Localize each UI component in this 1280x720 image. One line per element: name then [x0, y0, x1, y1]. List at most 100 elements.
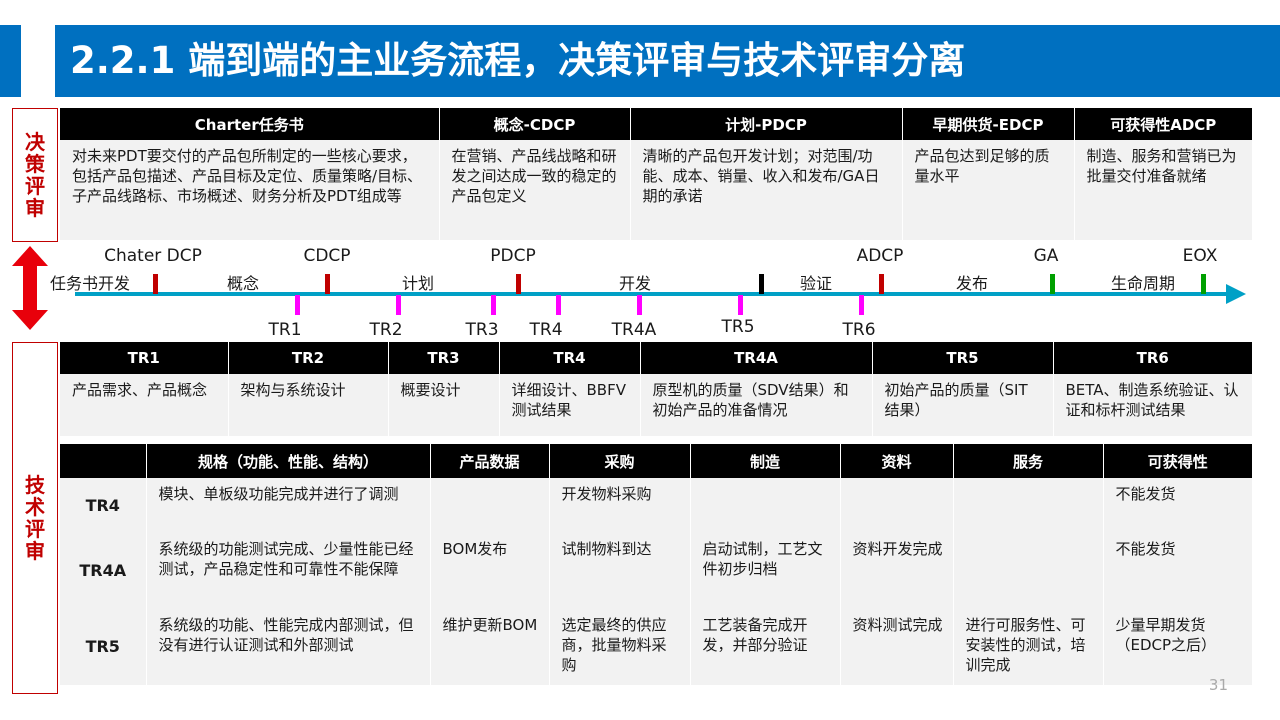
cell: 试制物料到达: [549, 533, 691, 609]
header-service: 服务: [953, 444, 1104, 478]
cell: 启动试制，工艺文件初步归档: [690, 533, 841, 609]
tr6-marker: [859, 295, 864, 315]
tr1-label: TR1: [268, 320, 302, 340]
cell-tr4: 详细设计、BBFV测试结果: [499, 374, 641, 436]
double-arrow-icon: [12, 246, 48, 330]
detail-table-header: 规格（功能、性能、结构） 产品数据 采购 制造 资料 服务 可获得性: [60, 444, 1252, 478]
cell: 工艺装备完成开发，并部分验证: [690, 609, 841, 685]
tr-table: TR1 TR2 TR3 TR4 TR4A TR5 TR6 产品需求、产品概念 架…: [60, 342, 1252, 436]
header-tr6: TR6: [1053, 342, 1252, 374]
detail-row-tr4a: TR4A 系统级的功能测试完成、少量性能已经测试，产品稳定性和可靠性不能保障 B…: [60, 533, 1252, 609]
ga-marker: [1050, 274, 1055, 294]
tr5-marker: [738, 295, 743, 315]
phase-release: 发布: [955, 274, 989, 293]
cell: 模块、单板级功能完成并进行了调测: [146, 478, 431, 533]
header-tr2: TR2: [228, 342, 389, 374]
milestone-cdcp: CDCP: [303, 246, 351, 266]
cell: 资料开发完成: [840, 533, 954, 609]
cell-pdcp: 清晰的产品包开发计划；对范围/功能、成本、销量、收入和发布/GA日期的承诺: [630, 140, 903, 240]
phase-plan: 计划: [401, 274, 435, 293]
cell: [840, 478, 954, 533]
header-cdcp: 概念-CDCP: [439, 108, 631, 140]
edcp-marker: [759, 274, 764, 294]
header-blank: [60, 444, 147, 478]
cell: 少量早期发货（EDCP之后）: [1103, 609, 1252, 685]
cell-cdcp: 在营销、产品线战略和研发之间达成一致的稳定的产品包定义: [439, 140, 631, 240]
row-label-tr4a: TR4A: [60, 533, 147, 609]
pdcp-marker: [516, 274, 521, 294]
header-tr4a: TR4A: [640, 342, 873, 374]
cell: 维护更新BOM: [430, 609, 550, 685]
title-bar: [55, 25, 1280, 97]
header-charter: Charter任务书: [60, 108, 440, 140]
decision-table: Charter任务书 概念-CDCP 计划-PDCP 早期供货-EDCP 可获得…: [60, 108, 1252, 240]
cell: [953, 533, 1104, 609]
phase-verify: 验证: [799, 274, 833, 293]
page-number: 31: [1208, 676, 1228, 694]
tr-table-row: 产品需求、产品概念 架构与系统设计 概要设计 详细设计、BBFV测试结果 原型机…: [60, 374, 1252, 436]
cell: 开发物料采购: [549, 478, 691, 533]
cell: 不能发货: [1103, 533, 1252, 609]
header-tr5: TR5: [872, 342, 1054, 374]
milestone-adcp: ADCP: [856, 246, 904, 266]
cell: [430, 478, 550, 533]
charter-dcp-marker: [153, 274, 158, 294]
cell: 选定最终的供应商，批量物料采购: [549, 609, 691, 685]
header-tr4: TR4: [499, 342, 641, 374]
header-tr1: TR1: [60, 342, 229, 374]
tech-review-label-box: 技术评审: [12, 342, 58, 694]
header-tr3: TR3: [388, 342, 500, 374]
phase-charter-development: 任务书开发: [49, 274, 131, 293]
milestone-eox: EOX: [1182, 246, 1218, 266]
milestone-pdcp: PDCP: [490, 246, 536, 266]
cdcp-marker: [325, 274, 330, 294]
row-label-tr4: TR4: [60, 478, 147, 533]
cell: 系统级的功能测试完成、少量性能已经测试，产品稳定性和可靠性不能保障: [146, 533, 431, 609]
tr2-marker: [396, 295, 401, 315]
tr6-label: TR6: [842, 320, 876, 340]
eox-marker: [1201, 274, 1206, 294]
row-label-tr5: TR5: [60, 609, 147, 685]
tr1-marker: [295, 295, 300, 315]
header-pdcp: 计划-PDCP: [630, 108, 903, 140]
decision-review-label-box: 决策评审: [12, 108, 58, 242]
cell-tr2: 架构与系统设计: [228, 374, 389, 436]
milestone-ga: GA: [1033, 246, 1059, 266]
tr2-label: TR2: [369, 320, 403, 340]
cell: 进行可服务性、可安装性的测试，培训完成: [953, 609, 1104, 685]
tr5-label: TR5: [721, 317, 755, 337]
header-procurement: 采购: [549, 444, 691, 478]
timeline-arrowhead-icon: [1226, 284, 1246, 304]
header-documentation: 资料: [840, 444, 954, 478]
cell-tr3: 概要设计: [388, 374, 500, 436]
header-availability: 可获得性: [1103, 444, 1252, 478]
cell: 系统级的功能、性能完成内部测试，但没有进行认证测试和外部测试: [146, 609, 431, 685]
milestone-charter-dcp: Chater DCP: [104, 246, 202, 266]
adcp-marker: [879, 274, 884, 294]
phase-lifecycle: 生命周期: [1110, 274, 1176, 293]
header-edcp: 早期供货-EDCP: [902, 108, 1075, 140]
cell-adcp: 制造、服务和营销已为批量交付准备就绪: [1074, 140, 1252, 240]
detail-row-tr4: TR4 模块、单板级功能完成并进行了调测 开发物料采购 不能发货: [60, 478, 1252, 533]
tr4-marker: [556, 295, 561, 315]
cell-edcp: 产品包达到足够的质量水平: [902, 140, 1075, 240]
cell: [690, 478, 841, 533]
phase-develop: 开发: [618, 274, 652, 293]
timeline-axis: [75, 292, 1230, 296]
header-spec: 规格（功能、性能、结构）: [146, 444, 431, 478]
tr4-label: TR4: [529, 320, 563, 340]
title-accent-bar: [0, 25, 21, 97]
cell: 不能发货: [1103, 478, 1252, 533]
cell-tr6: BETA、制造系统验证、认证和标杆测试结果: [1053, 374, 1252, 436]
decision-table-header: Charter任务书 概念-CDCP 计划-PDCP 早期供货-EDCP 可获得…: [60, 108, 1252, 140]
decision-review-label: 决策评审: [25, 130, 45, 220]
phase-concept: 概念: [226, 274, 260, 293]
tr-table-header: TR1 TR2 TR3 TR4 TR4A TR5 TR6: [60, 342, 1252, 374]
header-adcp: 可获得性ADCP: [1074, 108, 1252, 140]
tr4a-marker: [637, 295, 642, 315]
tech-review-label: 技术评审: [25, 473, 45, 563]
cell-tr1: 产品需求、产品概念: [60, 374, 229, 436]
cell: BOM发布: [430, 533, 550, 609]
cell-tr5: 初始产品的质量（SIT结果）: [872, 374, 1054, 436]
tr3-marker: [491, 295, 496, 315]
